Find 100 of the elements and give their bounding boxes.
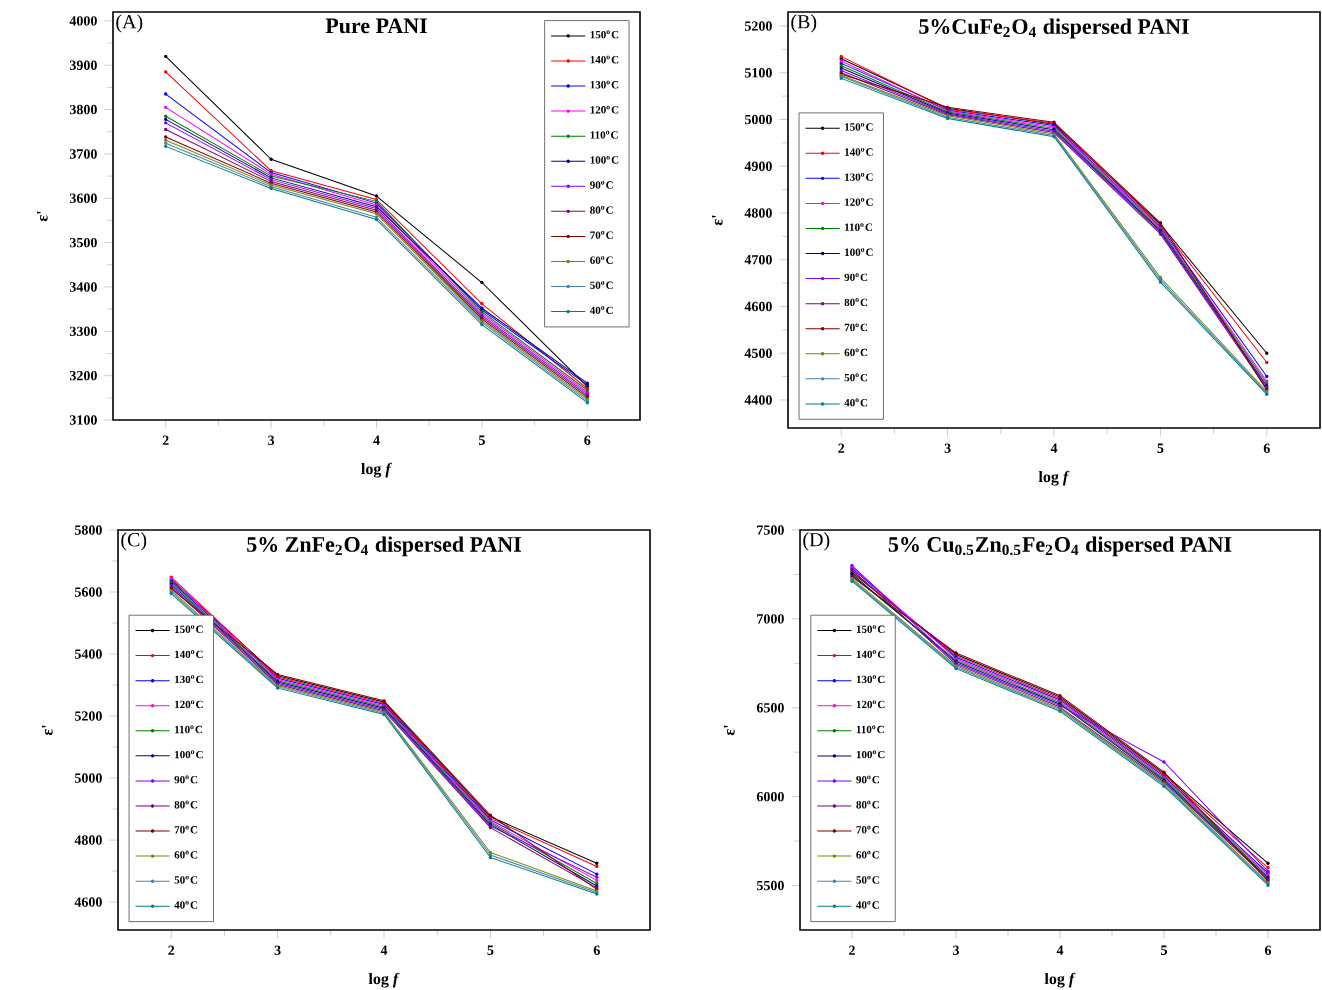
y-tick-label: 6500 xyxy=(756,703,784,713)
annotation: (C) xyxy=(121,532,147,551)
y-axis-title: ε' xyxy=(724,725,735,736)
legend-label: 100$^{o}$C xyxy=(175,750,203,759)
y-tick-label: 3400 xyxy=(69,282,97,292)
legend-label: 150$^{o}$C xyxy=(175,625,203,633)
legend-label: 150$^{o}$C xyxy=(856,625,885,633)
legend-label: 130$^{o}$C xyxy=(845,173,873,181)
x-axis-title: log f xyxy=(368,972,400,988)
y-tick-label: 5000 xyxy=(744,114,772,125)
y-tick-label: 6000 xyxy=(756,791,784,802)
x-tick-label: 6 xyxy=(1264,945,1272,955)
annotation: (D) xyxy=(803,532,830,551)
legend-label: 50$^{o}$C xyxy=(590,281,613,289)
chart-title: 5% ZnFe$_{2}$O$_{4}$ dispersed PANI xyxy=(247,536,521,557)
x-tick-label: 2 xyxy=(162,435,169,445)
legend-label: 120$^{o}$C xyxy=(845,198,873,206)
y-tick-label: 3200 xyxy=(69,370,97,381)
y-tick-label: 4600 xyxy=(74,897,102,907)
legend-label: 110$^{o}$C xyxy=(845,223,873,231)
legend-label: 40$^{o}$C xyxy=(844,398,868,407)
legend-label: 130$^{o}$C xyxy=(175,675,203,684)
legend-label: 50$^{o}$C xyxy=(844,373,868,382)
y-axis-title: ε' xyxy=(42,725,53,736)
legend-label: 130$^{o}$C xyxy=(856,675,885,684)
x-tick-label: 2 xyxy=(849,945,855,955)
y-tick-label: 4900 xyxy=(744,161,772,171)
legend-label: 40$^{o}$C xyxy=(589,306,613,315)
y-tick-label: 3900 xyxy=(69,60,97,70)
y-tick-label: 4000 xyxy=(69,16,97,26)
x-tick-label: 6 xyxy=(584,435,591,445)
y-tick-label: 7500 xyxy=(757,525,784,535)
y-tick-label: 5100 xyxy=(744,68,772,78)
legend-label: 80$^{o}$C xyxy=(174,800,198,809)
legend-label: 70$^{o}$C xyxy=(590,231,613,239)
x-axis-title: log f xyxy=(1038,470,1070,486)
legend-label: 100$^{o}$C xyxy=(590,155,619,164)
legend-label: 140$^{o}$C xyxy=(590,55,619,64)
x-tick-label: 4 xyxy=(380,945,388,955)
y-tick-label: 5200 xyxy=(74,711,102,721)
legend-label: 60$^{o}$C xyxy=(856,850,879,859)
legend-label: 70$^{o}$C xyxy=(844,323,868,332)
legend-label: 80$^{o}$C xyxy=(856,800,879,809)
x-axis-title: log f xyxy=(361,462,393,478)
chart-title: 5%CuFe$_{2}$O$_{4}$ dispersed PANI xyxy=(919,18,1189,39)
legend-label: 140$^{o}$C xyxy=(845,147,873,156)
x-tick-label: 5 xyxy=(1161,945,1167,955)
y-tick-label: 4700 xyxy=(744,254,772,265)
legend-label: 60$^{o}$C xyxy=(844,348,868,357)
x-tick-label: 3 xyxy=(953,945,960,955)
legend-label: 50$^{o}$C xyxy=(174,875,198,884)
legend-label: 150$^{o}$C xyxy=(845,122,873,131)
legend-label: 70$^{o}$C xyxy=(856,825,879,834)
y-axis-title: ε' xyxy=(712,215,723,226)
y-tick-label: 3800 xyxy=(69,104,97,115)
legend-label: 130$^{o}$C xyxy=(590,80,619,89)
legend-label: 100$^{o}$C xyxy=(856,750,885,759)
x-tick-label: 4 xyxy=(1056,945,1064,955)
y-tick-label: 3100 xyxy=(69,415,97,425)
x-tick-label: 5 xyxy=(478,435,485,445)
x-axis-title: log f xyxy=(1044,972,1076,988)
legend-label: 110$^{o}$C xyxy=(856,725,884,734)
y-tick-label: 5500 xyxy=(756,880,784,891)
legend-label: 110$^{o}$C xyxy=(175,725,203,734)
y-tick-label: 4500 xyxy=(744,348,772,358)
legend-label: 50$^{o}$C xyxy=(856,875,879,884)
legend-label: 80$^{o}$C xyxy=(590,206,613,214)
x-tick-label: 6 xyxy=(1263,443,1270,453)
x-tick-label: 5 xyxy=(487,945,494,955)
chart-title: Pure PANI xyxy=(325,18,427,34)
legend-label: 140$^{o}$C xyxy=(175,650,203,659)
legend-label: 120$^{o}$C xyxy=(175,700,203,709)
legend-label: 120$^{o}$C xyxy=(856,700,885,709)
x-tick-label: 2 xyxy=(838,443,845,453)
y-tick-label: 4400 xyxy=(744,395,772,405)
y-tick-label: 5800 xyxy=(74,525,102,535)
y-tick-label: 4600 xyxy=(744,301,772,312)
x-tick-label: 2 xyxy=(168,945,175,955)
legend-label: 60$^{o}$C xyxy=(174,850,198,859)
annotation: (B) xyxy=(791,14,817,33)
legend-label: 90$^{o}$C xyxy=(844,273,868,282)
x-tick-label: 4 xyxy=(1050,443,1058,453)
y-tick-label: 3500 xyxy=(69,237,97,248)
legend-label: 90$^{o}$C xyxy=(856,775,879,784)
legend-label: 110$^{o}$C xyxy=(590,130,618,139)
y-tick-label: 3600 xyxy=(69,193,97,203)
y-tick-label: 5400 xyxy=(74,649,102,659)
x-tick-label: 6 xyxy=(593,945,600,955)
legend-label: 90$^{o}$C xyxy=(590,180,613,189)
x-tick-label: 4 xyxy=(373,435,380,445)
legend-label: 150$^{o}$C xyxy=(590,30,619,39)
y-tick-label: 5000 xyxy=(74,773,102,783)
x-tick-label: 3 xyxy=(944,443,951,453)
x-tick-label: 3 xyxy=(268,435,275,445)
legend-label: 140$^{o}$C xyxy=(856,650,885,659)
chart-title: 5% Cu$_{0.5}$Zn$_{0.5}$Fe$_{2}$O$_{4}$ dispersed PANI xyxy=(888,536,1232,557)
y-tick-label: 5200 xyxy=(744,21,772,31)
y-tick-label: 4800 xyxy=(744,208,772,218)
x-tick-label: 5 xyxy=(1157,443,1164,453)
legend-label: 40$^{o}$C xyxy=(856,900,879,909)
